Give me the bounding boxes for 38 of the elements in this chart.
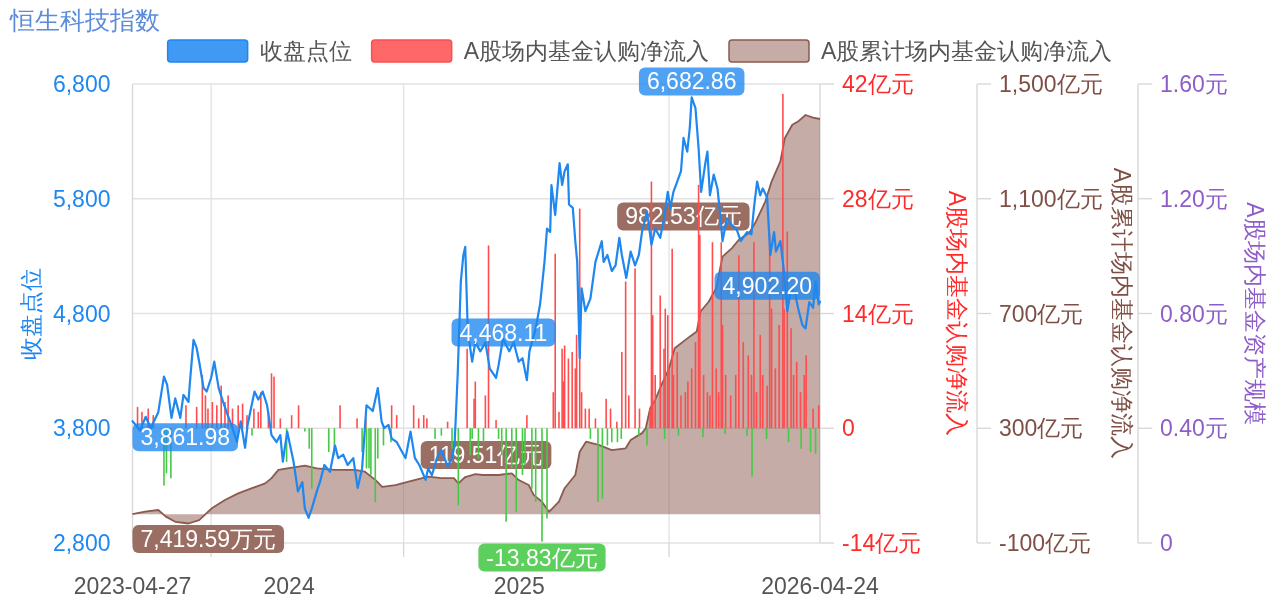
text: 2026-04-24 — [761, 573, 879, 599]
text: 2025 — [493, 573, 545, 599]
legend-label: A股场内基金认购净流入 — [463, 38, 709, 64]
value-label: 4,902.20 — [714, 271, 820, 300]
text: 6,800 — [52, 71, 111, 97]
y3-axis-title: A股累计场内基金认购净流入 — [1109, 167, 1135, 460]
y2-tick-label: 14亿元 — [842, 300, 914, 327]
text: 4,800 — [52, 300, 111, 327]
value-label: -13.83亿元 — [478, 543, 606, 572]
y2-tick-label: 0 — [842, 415, 855, 442]
y2-tick-label: 28亿元 — [842, 185, 914, 212]
y3-tick-label: 300亿元 — [999, 415, 1084, 442]
y3-tick-label: 1,500亿元 — [999, 71, 1103, 97]
annotation: 7,419.59万元 — [140, 526, 277, 552]
note: 7,419.59万元 — [132, 525, 285, 553]
y2-tick-label: -14亿元 — [842, 530, 922, 556]
y3-tick-label: 700亿元 — [999, 300, 1084, 327]
value-label: 6,682.86 — [638, 67, 745, 96]
y3-tick-label: 1,100亿元 — [999, 185, 1103, 212]
y2-axis-title: A股场内基金认购净流入 — [944, 190, 970, 437]
value-label: 4,468.11 — [451, 318, 556, 347]
value-label: 3,861.98 — [132, 423, 239, 452]
title: 恒生科技指数 — [10, 6, 160, 34]
text: 收盘点位 — [18, 267, 44, 360]
data-label: 4,902.20 — [722, 272, 812, 299]
text: 2023-04-27 — [73, 573, 192, 599]
text: 5,800 — [52, 185, 111, 212]
text: 2024 — [263, 573, 315, 599]
text: 2,800 — [52, 530, 111, 556]
data-label: 6,682.86 — [646, 68, 737, 95]
data-label: 4,468.11 — [459, 319, 548, 346]
data-label: -13.83亿元 — [486, 544, 598, 571]
y2-tick-label: 42亿元 — [842, 71, 914, 97]
legend-label: A股累计场内基金认购净流入 — [821, 38, 1113, 64]
y3-tick-label: -100亿元 — [999, 530, 1092, 556]
data-label: 3,861.98 — [140, 424, 231, 451]
text: 3,800 — [52, 415, 111, 442]
legend-label: 收盘点位 — [259, 38, 352, 64]
